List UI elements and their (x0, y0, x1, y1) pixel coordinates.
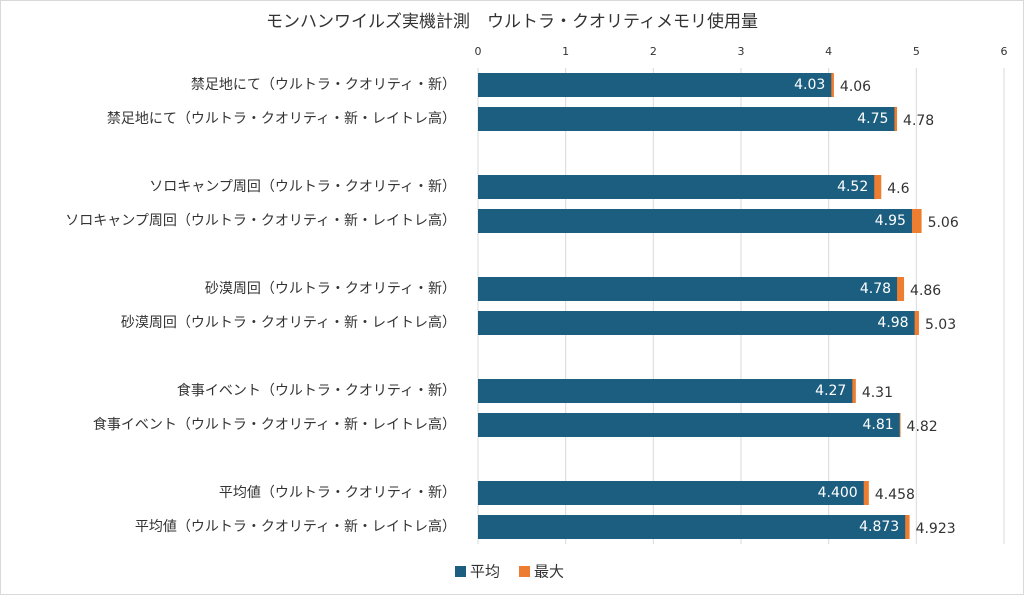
value-label: 4.923 (916, 521, 956, 537)
y-tick-label: 砂漠周回（ウルトラ・クオリティ・新・レイトレ高） (121, 314, 456, 331)
x-tick-label: 6 (1001, 45, 1008, 58)
x-tick-label: 0 (475, 45, 482, 58)
x-tick-label: 3 (738, 45, 745, 58)
bar (478, 481, 864, 505)
y-tick-label: 平均値（ウルトラ・クオリティ・新・レイトレ高） (135, 518, 456, 535)
value-label: 4.52 (837, 179, 868, 195)
value-label: 5.03 (925, 317, 956, 333)
y-tick-label: ソロキャンプ周回（ウルトラ・クオリティ・新） (149, 179, 456, 195)
value-label: 4.31 (862, 385, 893, 401)
legend-swatch (519, 566, 531, 577)
bar (478, 73, 832, 97)
legend-swatch (455, 566, 466, 577)
value-label: 4.86 (910, 283, 941, 299)
bar (478, 175, 875, 199)
legend-label: 平均 (470, 563, 500, 581)
y-tick-label: 禁足地にて（ウルトラ・クオリティ・新・レイトレ高） (107, 110, 456, 127)
value-label: 4.78 (903, 113, 934, 129)
x-tick-label: 1 (562, 45, 569, 58)
x-tick-label: 4 (825, 45, 832, 58)
y-tick-label: 平均値（ウルトラ・クオリティ・新） (219, 485, 456, 501)
value-label: 4.98 (877, 315, 908, 331)
y-tick-label: 食事イベント（ウルトラ・クオリティ・新・レイトレ高） (93, 416, 456, 433)
bar (478, 413, 900, 437)
value-label: 5.06 (928, 215, 959, 231)
value-label: 4.400 (818, 485, 858, 501)
value-label: 4.78 (860, 281, 891, 297)
x-tick-label: 5 (913, 45, 920, 58)
value-label: 4.03 (794, 77, 825, 93)
value-label: 4.873 (859, 519, 899, 535)
bar (478, 277, 898, 301)
y-tick-label: ソロキャンプ周回（ウルトラ・クオリティ・新・レイトレ高） (65, 212, 456, 229)
bar (478, 107, 895, 131)
value-label: 4.6 (887, 181, 909, 197)
value-label: 4.95 (875, 213, 906, 229)
x-tick-label: 2 (650, 45, 657, 58)
bar (478, 515, 906, 539)
chart-title: モンハンワイルズ実機計測 ウルトラ・クオリティメモリ使用量 (266, 11, 758, 32)
bar (478, 311, 915, 335)
value-label: 4.82 (907, 419, 938, 435)
y-tick-label: 食事イベント（ウルトラ・クオリティ・新） (177, 382, 456, 399)
y-tick-label: 砂漠周回（ウルトラ・クオリティ・新） (205, 281, 456, 297)
value-label: 4.75 (857, 111, 888, 127)
bar (478, 209, 912, 233)
value-label: 4.81 (863, 417, 894, 433)
bar (478, 379, 853, 403)
value-label: 4.27 (815, 383, 846, 399)
value-label: 4.458 (875, 487, 915, 503)
value-label: 4.06 (840, 79, 871, 95)
y-tick-label: 禁足地にて（ウルトラ・クオリティ・新） (191, 77, 456, 93)
legend-label: 最大 (534, 563, 564, 581)
